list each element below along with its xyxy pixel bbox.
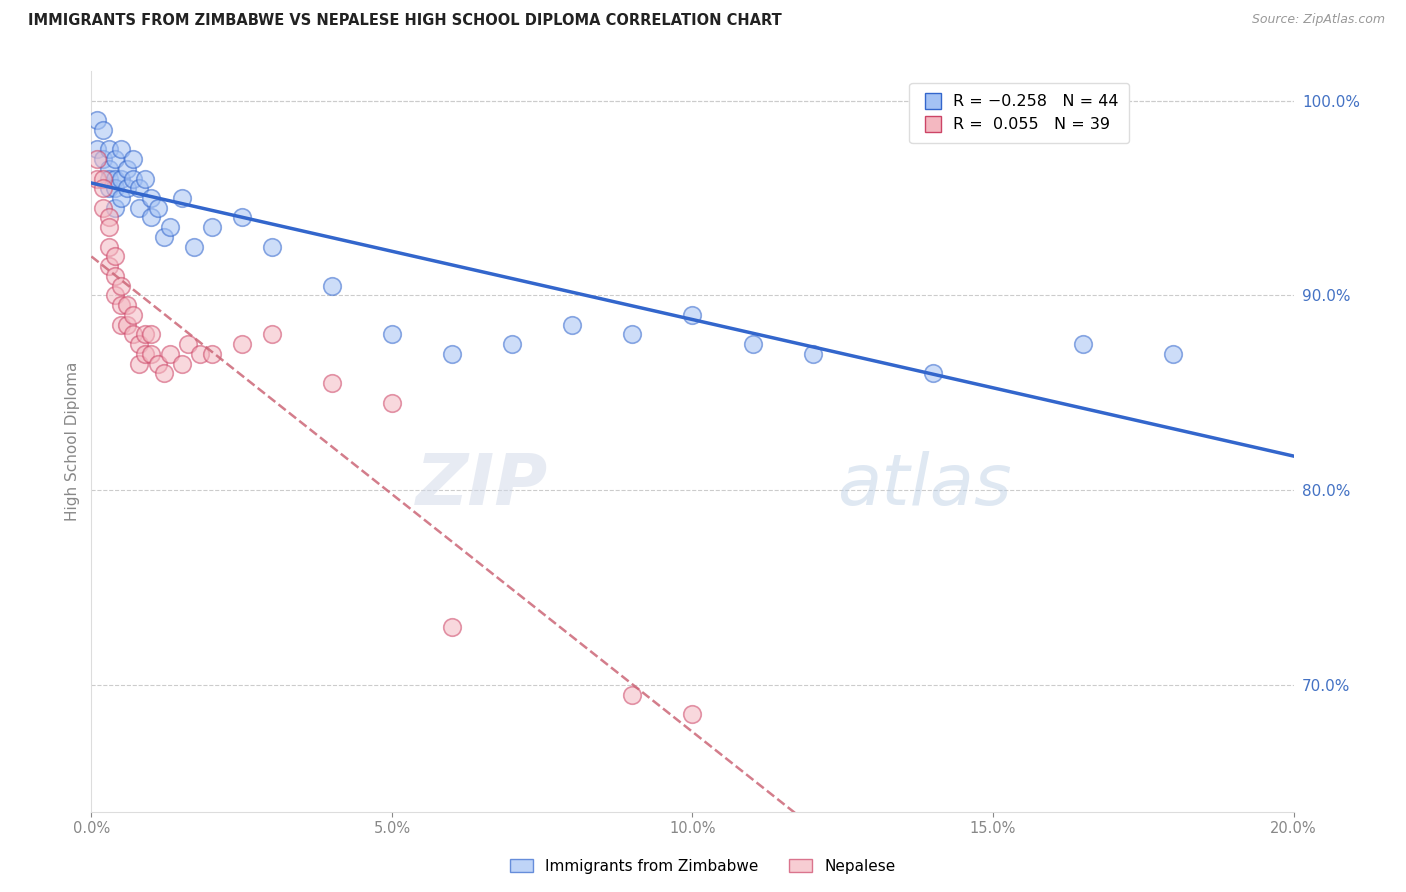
Point [110, 318, 132, 332]
Point [231, 211, 253, 225]
Point [561, 318, 583, 332]
Point [141, 191, 163, 205]
Point [141, 327, 163, 342]
Point [440, 620, 463, 634]
Point [681, 308, 703, 322]
Point [117, 181, 139, 195]
Point [231, 337, 253, 351]
Y-axis label: High School Diploma: High School Diploma [65, 362, 80, 521]
Point [117, 298, 139, 312]
Point [152, 230, 174, 244]
Point [381, 327, 404, 342]
Legend: R = −0.258   N = 44, R =  0.055   N = 39: R = −0.258 N = 44, R = 0.055 N = 39 [910, 83, 1129, 144]
Point [104, 181, 127, 195]
Point [141, 211, 163, 225]
Point [110, 278, 132, 293]
Point [93, 171, 115, 186]
Point [86, 171, 108, 186]
Point [104, 201, 127, 215]
Point [122, 308, 145, 322]
Point [621, 327, 644, 342]
Point [321, 376, 343, 390]
Point [170, 357, 193, 371]
Point [98, 161, 121, 176]
Point [98, 240, 121, 254]
Point [86, 152, 108, 166]
Point [117, 161, 139, 176]
Point [1071, 337, 1094, 351]
Point [86, 142, 108, 156]
Point [321, 278, 343, 293]
Point [440, 347, 463, 361]
Point [104, 171, 127, 186]
Point [801, 347, 824, 361]
Point [104, 288, 127, 302]
Point [104, 152, 127, 166]
Point [122, 171, 145, 186]
Point [93, 201, 115, 215]
Text: Source: ZipAtlas.com: Source: ZipAtlas.com [1251, 13, 1385, 27]
Point [117, 318, 139, 332]
Point [110, 171, 132, 186]
Point [128, 357, 150, 371]
Point [146, 201, 169, 215]
Point [93, 181, 115, 195]
Point [621, 688, 644, 702]
Point [260, 240, 283, 254]
Point [741, 337, 763, 351]
Point [98, 171, 121, 186]
Point [128, 181, 150, 195]
Point [134, 171, 156, 186]
Point [98, 259, 121, 273]
Point [176, 337, 198, 351]
Point [98, 142, 121, 156]
Point [122, 152, 145, 166]
Point [110, 142, 132, 156]
Point [152, 367, 174, 381]
Point [146, 357, 169, 371]
Point [104, 268, 127, 283]
Text: atlas: atlas [837, 451, 1011, 520]
Point [188, 347, 211, 361]
Point [170, 191, 193, 205]
Point [98, 211, 121, 225]
Point [93, 123, 115, 137]
Point [134, 347, 156, 361]
Point [922, 367, 945, 381]
Point [110, 191, 132, 205]
Point [98, 220, 121, 235]
Point [93, 152, 115, 166]
Point [159, 220, 181, 235]
Point [128, 201, 150, 215]
Point [134, 327, 156, 342]
Point [128, 337, 150, 351]
Point [681, 707, 703, 722]
Text: ZIP: ZIP [416, 451, 548, 520]
Point [159, 347, 181, 361]
Point [1161, 347, 1184, 361]
Legend: Immigrants from Zimbabwe, Nepalese: Immigrants from Zimbabwe, Nepalese [505, 853, 901, 880]
Point [501, 337, 523, 351]
Point [110, 298, 132, 312]
Point [122, 327, 145, 342]
Point [98, 181, 121, 195]
Point [201, 347, 224, 361]
Point [86, 113, 108, 128]
Point [141, 347, 163, 361]
Point [104, 250, 127, 264]
Point [201, 220, 224, 235]
Point [183, 240, 205, 254]
Point [260, 327, 283, 342]
Text: IMMIGRANTS FROM ZIMBABWE VS NEPALESE HIGH SCHOOL DIPLOMA CORRELATION CHART: IMMIGRANTS FROM ZIMBABWE VS NEPALESE HIG… [28, 13, 782, 29]
Point [381, 395, 404, 409]
